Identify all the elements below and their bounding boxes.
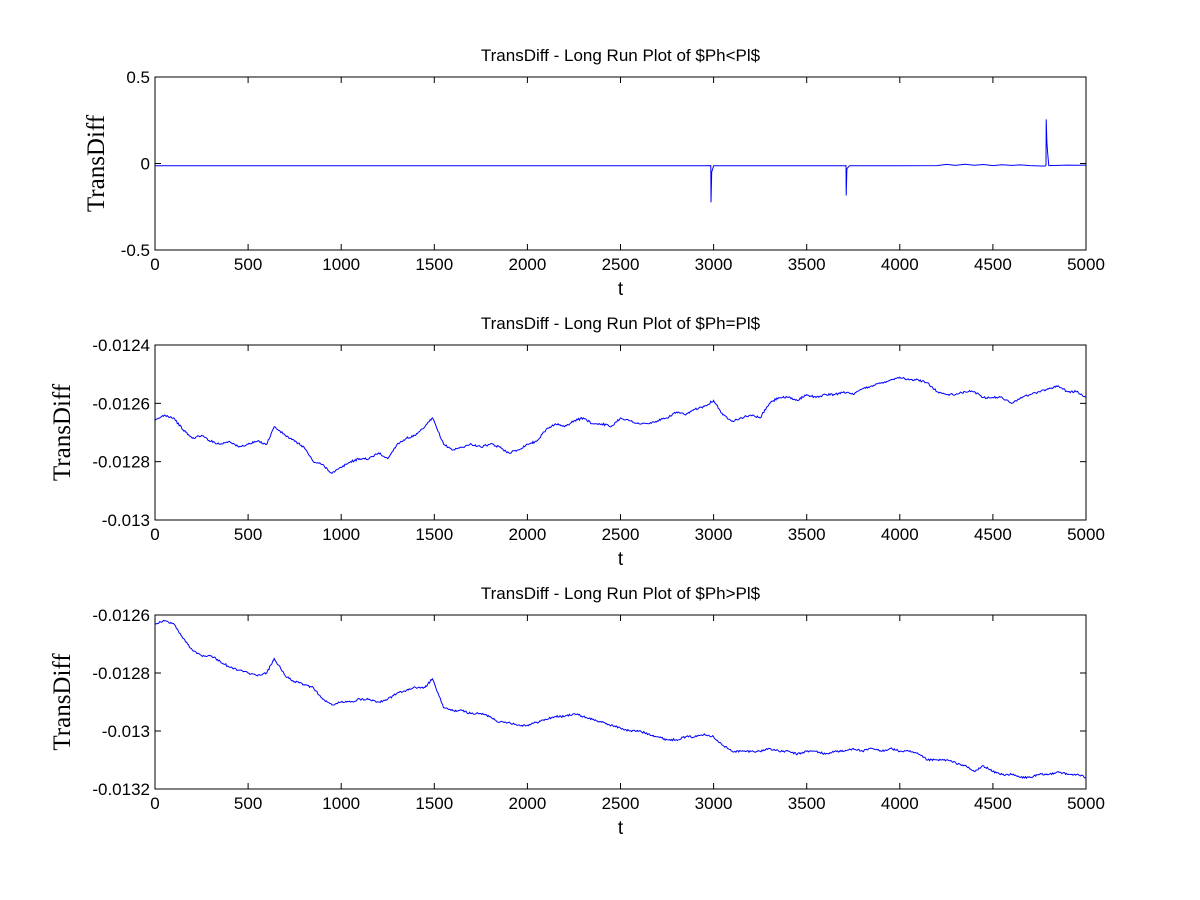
- chart-title: TransDiff - Long Run Plot of $Ph=Pl$: [481, 314, 761, 333]
- axes-box: [154, 614, 1087, 790]
- y-tick-label: -0.0128: [92, 664, 150, 683]
- x-tick-label: 5000: [1067, 525, 1105, 544]
- y-tick-label: -0.0126: [92, 394, 150, 413]
- series-line: [155, 119, 1086, 203]
- x-tick-label: 0: [150, 525, 159, 544]
- x-tick-label: 3500: [788, 255, 826, 274]
- series-line: [155, 619, 1086, 780]
- y-axis-label: TransDiff: [49, 653, 76, 751]
- y-axis-label: TransDiff: [83, 114, 110, 212]
- y-axis-label: TransDiff: [49, 383, 76, 481]
- x-tick-label: 4500: [974, 525, 1012, 544]
- x-tick-label: 1000: [322, 525, 360, 544]
- subplot-1: TransDiff - Long Run Plot of $Ph<Pl$ 0 500…: [83, 46, 1105, 300]
- y-tick-label: -0.5: [121, 241, 150, 260]
- x-tick-label: 3000: [695, 255, 733, 274]
- y-tick-label: -0.013: [102, 511, 150, 530]
- x-axis-label: t: [618, 818, 624, 839]
- series-line: [155, 376, 1086, 474]
- y-tick-label: -0.0128: [92, 453, 150, 472]
- y-tick-label: -0.0124: [92, 336, 150, 355]
- x-tick-label: 500: [234, 794, 262, 813]
- x-tick-label: 1500: [415, 794, 453, 813]
- axes-box: [154, 76, 1087, 251]
- x-tick-label: 2500: [602, 794, 640, 813]
- x-tick-label: 2000: [508, 525, 546, 544]
- y-tick-label: -0.0126: [92, 606, 150, 625]
- y-tick-label: -0.0132: [92, 780, 150, 799]
- x-tick-label: 4500: [974, 794, 1012, 813]
- x-tick-label: 1000: [322, 794, 360, 813]
- x-tick-label: 4000: [881, 525, 919, 544]
- x-tick-label: 5000: [1067, 255, 1105, 274]
- x-axis-label: t: [618, 279, 624, 300]
- x-tick-label: 2000: [508, 794, 546, 813]
- x-tick-label: 3000: [695, 525, 733, 544]
- x-tick-label: 500: [234, 525, 262, 544]
- chart-title: TransDiff - Long Run Plot of $Ph>Pl$: [481, 584, 761, 603]
- x-tick-label: 4500: [974, 255, 1012, 274]
- x-tick-label: 3500: [788, 525, 826, 544]
- x-tick-label: 0: [150, 255, 159, 274]
- x-axis-label: t: [618, 549, 624, 570]
- x-tick-label: 1500: [415, 255, 453, 274]
- axes-box: [154, 344, 1087, 521]
- subplot-3: TransDiff - Long Run Plot of $Ph>Pl$ 0 500…: [49, 584, 1105, 839]
- x-tick-label: 2500: [602, 525, 640, 544]
- y-tick-label: 0: [141, 155, 150, 174]
- chart-title: TransDiff - Long Run Plot of $Ph<Pl$: [481, 46, 761, 65]
- x-tick-label: 3500: [788, 794, 826, 813]
- x-tick-label: 1500: [415, 525, 453, 544]
- x-tick-label: 4000: [881, 255, 919, 274]
- x-tick-label: 5000: [1067, 794, 1105, 813]
- y-tick-label: 0.5: [126, 68, 150, 87]
- x-tick-label: 1000: [322, 255, 360, 274]
- subplot-2: TransDiff - Long Run Plot of $Ph=Pl$ 0 500…: [49, 314, 1105, 570]
- x-tick-label: 2500: [602, 255, 640, 274]
- x-tick-label: 2000: [508, 255, 546, 274]
- x-tick-label: 0: [150, 794, 159, 813]
- x-tick-label: 3000: [695, 794, 733, 813]
- y-tick-label: -0.013: [102, 722, 150, 741]
- x-tick-label: 4000: [881, 794, 919, 813]
- x-tick-label: 500: [234, 255, 262, 274]
